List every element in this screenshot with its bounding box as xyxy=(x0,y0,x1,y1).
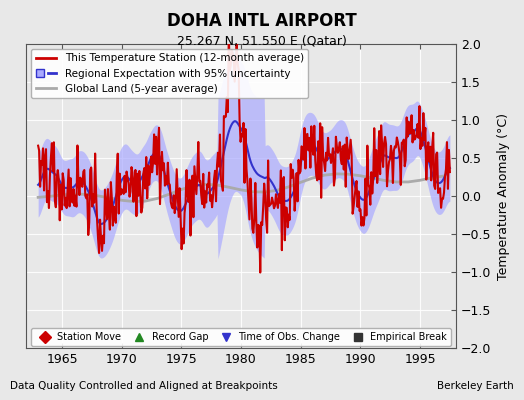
Text: Data Quality Controlled and Aligned at Breakpoints: Data Quality Controlled and Aligned at B… xyxy=(10,381,278,391)
Legend: Station Move, Record Gap, Time of Obs. Change, Empirical Break: Station Move, Record Gap, Time of Obs. C… xyxy=(31,328,451,346)
Text: DOHA INTL AIRPORT: DOHA INTL AIRPORT xyxy=(167,12,357,30)
Y-axis label: Temperature Anomaly (°C): Temperature Anomaly (°C) xyxy=(497,112,510,280)
Text: 25.267 N, 51.550 E (Qatar): 25.267 N, 51.550 E (Qatar) xyxy=(177,34,347,47)
Text: Berkeley Earth: Berkeley Earth xyxy=(437,381,514,391)
